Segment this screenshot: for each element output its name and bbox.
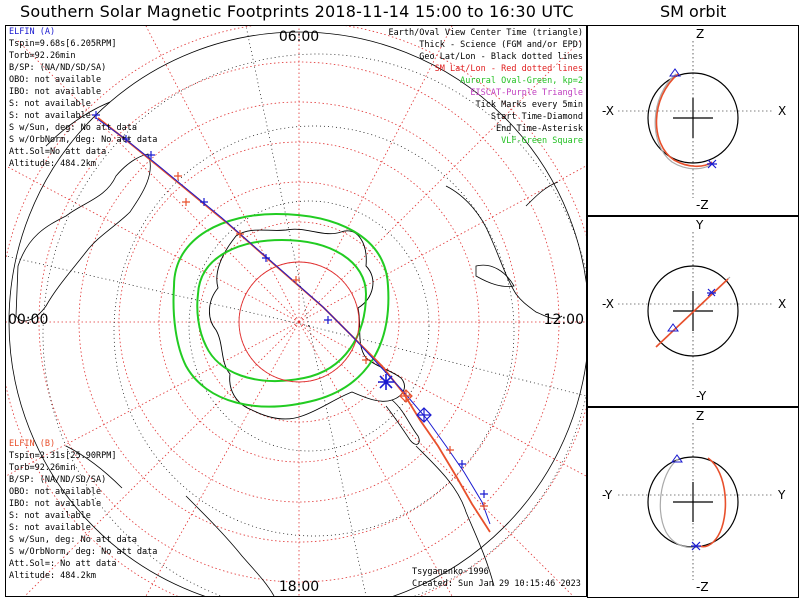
elfin-b-line: IBO: not available	[9, 499, 102, 509]
created-timestamp: Created: Sun Jan 29 10:15:46 2023	[412, 579, 581, 589]
legend-entry: VLF-Green Square	[501, 136, 583, 146]
legend-entry: Geo Lat/Lon - Black dotted lines	[419, 52, 583, 62]
start-time-diamond-b	[399, 389, 413, 403]
legend-entry: SM Lat/Lon - Red dotted lines	[434, 64, 583, 74]
sm-orbit-title: SM orbit	[660, 2, 727, 21]
orbit2-bottom: -Y	[696, 389, 707, 403]
orbit1-right: X	[778, 104, 786, 118]
elfin-b-line: Tspin=2.31s[25.90RPM]	[9, 451, 117, 461]
elfin-a-info: ELFIN (A) Tspin=9.68s[6.205RPM] Torb=92.…	[9, 26, 157, 170]
elfin-b-info: ELFIN (B) Tspin=2.31s[25.90RPM] Torb=92.…	[9, 438, 157, 582]
plot-title: Southern Solar Magnetic Footprints 2018-…	[20, 2, 574, 21]
elfin-a-line: S w/OrbNorm, deg: No att data	[9, 135, 158, 145]
elfin-b-line: Torb=92.26min	[9, 463, 76, 473]
legend-entry: Start Time-Diamond	[490, 112, 583, 122]
map-legend: Earth/Oval View Center Time (triangle) T…	[389, 27, 583, 147]
sm-orbit-xy-panel: Y -Y -X X	[587, 216, 799, 407]
orbit1-top: Z	[696, 27, 704, 41]
elfin-a-line: IBO: not available	[9, 87, 102, 97]
geo-grid	[6, 26, 586, 596]
antarctic-peninsula	[385, 399, 420, 445]
orbit3-bottom: -Z	[696, 580, 709, 594]
sm-orbit-yz-panel: Z -Z -Y Y	[587, 407, 799, 598]
elfin-b-line: S: not available	[9, 511, 91, 521]
continent-outlines	[15, 101, 563, 596]
elfin-a-line: OBO: not available	[9, 75, 102, 85]
orbit2-right: X	[778, 297, 786, 311]
legend-entry: Thick - Science (FGM and/or EPD)	[419, 40, 583, 50]
elfin-a-line: Tspin=9.68s[6.205RPM]	[9, 39, 117, 49]
elfin-b-line: Altitude: 484.2km	[9, 571, 96, 581]
orbit3-left: -Y	[602, 488, 613, 502]
map-footer: Tsyganenko-1996 Created: Sun Jan 29 10:1…	[412, 566, 581, 590]
elfin-b-tick-marks	[174, 172, 488, 510]
elfin-a-track	[95, 117, 491, 525]
sm-orbit-xz-panel: Z -Z -X X	[587, 25, 799, 216]
footprint-map-panel: 06:00 18:00 00:00 12:00 ELFIN (A) Tspin=…	[5, 25, 587, 597]
sm-orbit-xy: Y -Y -X X	[602, 218, 786, 403]
label-top: 06:00	[279, 29, 319, 45]
orbit3-top: Z	[696, 409, 704, 423]
legend-entry: End Time-Asterisk	[496, 124, 583, 134]
elfin-b-line: S w/Sun, deg: No att data	[9, 535, 137, 545]
sm-inner-circle	[238, 261, 360, 383]
horizon-circle	[8, 31, 586, 596]
elfin-a-line: S w/Sun, deg: No att data	[9, 123, 137, 133]
elfin-a-line: S: not available	[9, 111, 91, 121]
legend-entry: Earth/Oval View Center Time (triangle)	[388, 28, 583, 38]
elfin-b-line: S: not available	[9, 523, 91, 533]
elfin-a-name: ELFIN (A)	[9, 27, 56, 37]
orbit1-bottom: -Z	[696, 198, 709, 212]
elfin-a-line: Att.Sol=No att data	[9, 147, 107, 157]
elfin-a-line: Altitude: 484.2km	[9, 159, 96, 169]
elfin-b-line: Att.Sol=: No att data	[9, 559, 117, 569]
elfin-a-line: S: not available	[9, 99, 91, 109]
sm-orbit-yz: Z -Z -Y Y	[602, 409, 786, 594]
elfin-a-line: Torb=92.26min	[9, 51, 76, 61]
orbit1-left: -X	[602, 104, 614, 118]
sm-grid	[6, 26, 586, 596]
legend-entry: EISCAT-Purple Triangle	[470, 88, 583, 98]
orbit3-right: Y	[777, 488, 786, 502]
legend-entry: Auroral Oval-Green, kp=2	[460, 76, 583, 86]
elfin-b-line: OBO: not available	[9, 487, 102, 497]
legend-entry: Tick Marks every 5min	[475, 100, 583, 110]
orbit2-top: Y	[695, 218, 704, 232]
label-left: 00:00	[8, 312, 48, 328]
auroral-oval	[172, 212, 390, 408]
sm-orbit-xz: Z -Z -X X	[602, 27, 786, 212]
label-right: 12:00	[544, 312, 584, 328]
elfin-b-line: S w/OrbNorm, deg: No att data	[9, 547, 158, 557]
elfin-a-line: B/SP: (NA/ND/SD/SA)	[9, 63, 107, 73]
elfin-a-tick-marks	[92, 111, 488, 498]
footprint-map: 06:00 18:00 00:00 12:00	[6, 26, 586, 596]
end-time-asterisk	[378, 374, 394, 390]
elfin-b-line: B/SP: (NA/ND/SD/SA)	[9, 475, 107, 485]
orbit2-left: -X	[602, 297, 614, 311]
elfin-b-name: ELFIN (B)	[9, 439, 56, 449]
model-name: Tsyganenko-1996	[412, 567, 489, 577]
start-time-diamond-a	[416, 407, 432, 423]
label-bottom: 18:00	[279, 579, 319, 595]
